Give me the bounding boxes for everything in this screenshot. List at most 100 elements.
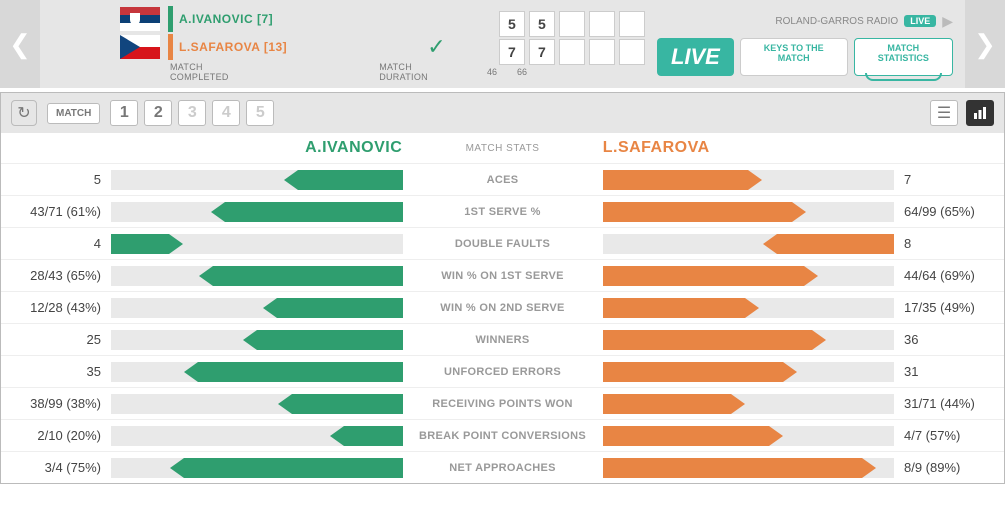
stat-value-left: 12/28 (43%) — [1, 300, 111, 315]
match-statistics-button[interactable]: MATCH STATISTICS — [854, 38, 953, 76]
stat-row: 4DOUBLE FAULTS8 — [1, 227, 1004, 259]
set-cell-p1: 5 — [529, 11, 555, 37]
stat-label: NET APPROACHES — [403, 462, 603, 474]
next-match-arrow[interactable]: ❯ — [965, 0, 1005, 88]
stat-value-left: 35 — [1, 364, 111, 379]
stat-bar-left — [111, 362, 403, 382]
header: ❮ A.IVANOVIC [7] L.SAFAROVA [13] ✓ MATCH… — [0, 0, 1005, 88]
stat-value-right: 31 — [894, 364, 1004, 379]
stat-row: 12/28 (43%) WIN % ON 2ND SERVE 17/35 (49%) — [1, 291, 1004, 323]
set-cell-p2: . — [619, 39, 645, 65]
stat-bar-left — [111, 234, 403, 254]
set-filter-1[interactable]: 1 — [110, 100, 138, 126]
stat-bar-right — [603, 234, 895, 254]
stat-value-left: 2/10 (20%) — [1, 428, 111, 443]
player1-row: A.IVANOVIC [7] — [120, 6, 459, 32]
stat-row: 35UNFORCED ERRORS31 — [1, 355, 1004, 387]
stats-p1-name: A.IVANOVIC — [1, 139, 422, 157]
stat-row: 28/43 (65%)WIN % ON 1ST SERVE44/64 (69%) — [1, 259, 1004, 291]
stat-bar-right — [603, 266, 895, 286]
stat-row: 43/71 (61%)1ST SERVE %64/99 (65%) — [1, 195, 1004, 227]
player-names-row: A.IVANOVIC MATCH STATS L.SAFAROVA — [1, 133, 1004, 163]
stat-row: 2/10 (20%) BREAK POINT CONVERSIONS 4/7 (57… — [1, 419, 1004, 451]
stat-value-right: 17/35 (49%) — [894, 300, 1004, 315]
live-badge: LIVE — [904, 15, 936, 27]
player1-color-stripe — [168, 6, 173, 32]
radio-label: ROLAND-GARROS RADIO — [775, 16, 898, 27]
stat-bar-left — [111, 330, 403, 350]
set-duration — [539, 67, 565, 77]
stat-bar-left — [111, 170, 403, 190]
stat-value-left: 3/4 (75%) — [1, 460, 111, 475]
set-duration — [599, 67, 625, 77]
list-view-icon[interactable]: ☰ — [930, 100, 958, 126]
stat-bar-right — [603, 394, 895, 414]
set-column: .. — [589, 11, 615, 65]
winner-check-icon: ✓ — [427, 34, 445, 60]
chart-view-icon[interactable] — [966, 100, 994, 126]
stat-value-left: 4 — [1, 236, 111, 251]
stat-bar-left — [111, 266, 403, 286]
set-duration: 46 — [479, 67, 505, 77]
match-filter-button[interactable]: MATCH — [47, 103, 100, 124]
stat-label: DOUBLE FAULTS — [403, 238, 603, 250]
stat-label: WIN % ON 2ND SERVE — [403, 302, 603, 314]
stat-value-right: 4/7 (57%) — [894, 428, 1004, 443]
set-cell-p2: . — [559, 39, 585, 65]
players-block: A.IVANOVIC [7] L.SAFAROVA [13] ✓ MATCH C… — [120, 6, 459, 82]
stat-row: 25 WINNERS 36 — [1, 323, 1004, 355]
stats-mid-label: MATCH STATS — [422, 143, 582, 154]
stat-bar-right — [603, 330, 895, 350]
set-column: .. — [619, 11, 645, 65]
match-duration-label: MATCH DURATION — [379, 62, 459, 82]
refresh-button[interactable]: ↻ — [11, 100, 37, 126]
set-column: .. — [559, 11, 585, 65]
keys-to-match-button[interactable]: KEYS TO THE MATCH — [740, 38, 848, 76]
stat-label: BREAK POINT CONVERSIONS — [403, 430, 603, 442]
stat-label: ACES — [403, 174, 603, 186]
stats-body: 5ACES743/71 (61%)1ST SERVE %64/99 (65%)4… — [1, 163, 1004, 483]
live-button[interactable]: LIVE — [657, 38, 734, 76]
play-icon[interactable]: ▶ — [942, 13, 953, 30]
match-completed-label: MATCH COMPLETED — [170, 62, 259, 82]
sets-block: 5757...... 4666 — [479, 11, 645, 77]
stat-bar-right — [603, 458, 895, 478]
stat-label: WINNERS — [403, 334, 603, 346]
set-duration — [569, 67, 595, 77]
stat-value-left: 43/71 (61%) — [1, 204, 111, 219]
stat-value-right: 44/64 (69%) — [894, 268, 1004, 283]
stat-bar-left — [111, 298, 403, 318]
stats-p2-name: L.SAFAROVA — [583, 139, 1004, 157]
set-column: 57 — [499, 11, 525, 65]
stat-value-left: 38/99 (38%) — [1, 396, 111, 411]
stat-bar-left — [111, 202, 403, 222]
stats-panel: ↻ MATCH 12345 ☰ A.IVANOVIC MATCH STATS L… — [0, 92, 1005, 484]
player2-row: L.SAFAROVA [13] ✓ — [120, 34, 459, 60]
stat-value-left: 5 — [1, 172, 111, 187]
stat-value-right: 8/9 (89%) — [894, 460, 1004, 475]
stat-value-right: 64/99 (65%) — [894, 204, 1004, 219]
stat-value-left: 25 — [1, 332, 111, 347]
set-cell-p1: . — [619, 11, 645, 37]
stat-row: 38/99 (38%)RECEIVING POINTS WON31/71 (44… — [1, 387, 1004, 419]
stat-bar-left — [111, 426, 403, 446]
stat-bar-right — [603, 362, 895, 382]
right-tools: ROLAND-GARROS RADIO LIVE ▶ LIVE KEYS TO … — [645, 7, 965, 82]
stat-bar-left — [111, 394, 403, 414]
flag-serbia-icon — [120, 7, 160, 31]
set-cell-p2: 7 — [499, 39, 525, 65]
set-filter-3: 3 — [178, 100, 206, 126]
stat-value-right: 36 — [894, 332, 1004, 347]
set-cell-p2: . — [589, 39, 615, 65]
scorebox: A.IVANOVIC [7] L.SAFAROVA [13] ✓ MATCH C… — [40, 0, 965, 88]
set-column: 57 — [529, 11, 555, 65]
panel-toolbar: ↻ MATCH 12345 ☰ — [1, 93, 1004, 133]
set-filter-2[interactable]: 2 — [144, 100, 172, 126]
player1-name: A.IVANOVIC [7] — [179, 12, 273, 26]
prev-match-arrow[interactable]: ❮ — [0, 0, 40, 88]
stat-bar-right — [603, 202, 895, 222]
flag-czech-icon — [120, 35, 160, 59]
stat-bar-left — [111, 458, 403, 478]
radio-row[interactable]: ROLAND-GARROS RADIO LIVE ▶ — [775, 13, 953, 30]
set-cell-p1: 5 — [499, 11, 525, 37]
